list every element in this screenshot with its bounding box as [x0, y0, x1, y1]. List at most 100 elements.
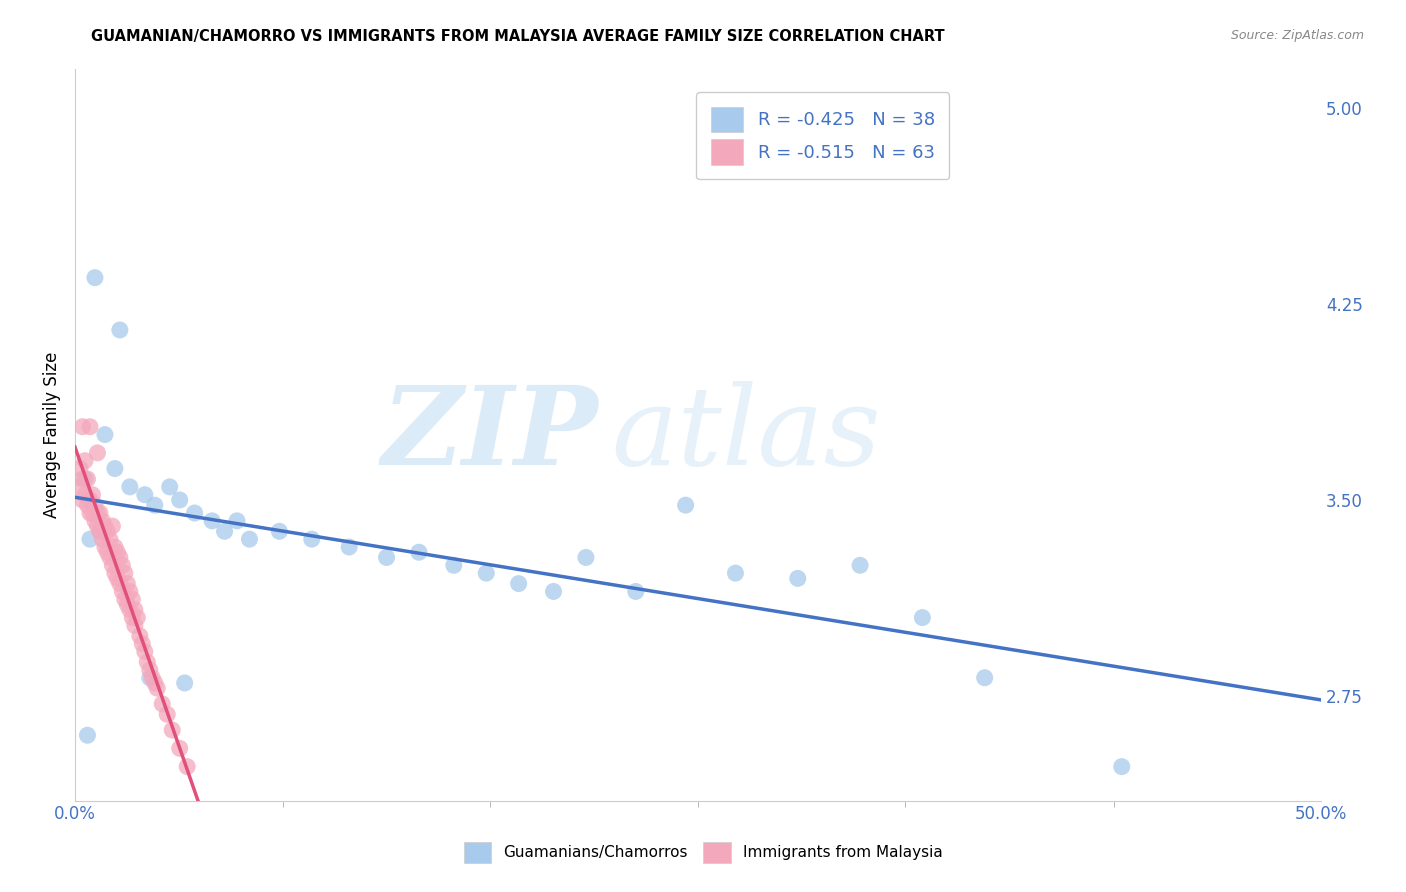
Point [169, 741, 191, 756]
Point [160, 723, 183, 737]
Point [114, 592, 136, 607]
Point [226, 514, 249, 528]
Point [84, 498, 107, 512]
Point [73, 488, 96, 502]
Point [624, 584, 647, 599]
Point [118, 584, 141, 599]
Point [134, 644, 156, 658]
Point [73, 453, 96, 467]
Point [104, 566, 127, 581]
Point [76, 498, 98, 512]
Point [176, 759, 198, 773]
Point [69, 480, 91, 494]
Point [89, 524, 111, 539]
Point [98, 532, 121, 546]
Point [156, 707, 179, 722]
Point [543, 584, 565, 599]
Point [72, 472, 94, 486]
Point [96, 545, 118, 559]
Point [575, 550, 598, 565]
Point [139, 671, 162, 685]
Point [134, 488, 156, 502]
Point [127, 610, 149, 624]
Point [911, 610, 934, 624]
Point [121, 610, 143, 624]
Text: Source: ZipAtlas.com: Source: ZipAtlas.com [1230, 29, 1364, 42]
Point [82, 488, 104, 502]
Point [214, 524, 236, 539]
Point [117, 576, 139, 591]
Point [86, 519, 108, 533]
Point [724, 566, 747, 581]
Point [159, 480, 181, 494]
Point [849, 558, 872, 573]
Point [375, 550, 398, 565]
Point [89, 506, 111, 520]
Point [94, 519, 117, 533]
Point [94, 427, 117, 442]
Point [82, 506, 104, 520]
Point [143, 676, 166, 690]
Point [73, 472, 96, 486]
Point [76, 472, 98, 486]
Point [169, 492, 191, 507]
Point [96, 524, 118, 539]
Point [141, 671, 163, 685]
Point [79, 506, 101, 520]
Point [117, 598, 139, 612]
Point [238, 532, 260, 546]
Point [69, 461, 91, 475]
Point [786, 571, 808, 585]
Text: atlas: atlas [610, 381, 880, 488]
Point [475, 566, 498, 581]
Point [136, 655, 159, 669]
Y-axis label: Average Family Size: Average Family Size [44, 351, 60, 517]
Point [105, 545, 128, 559]
Point [84, 270, 107, 285]
Point [108, 550, 131, 565]
Point [269, 524, 291, 539]
Point [173, 676, 195, 690]
Point [121, 592, 143, 607]
Point [86, 506, 108, 520]
Point [72, 492, 94, 507]
Point [111, 558, 134, 573]
Point [183, 506, 205, 520]
Point [128, 629, 150, 643]
Point [1111, 759, 1133, 773]
Point [124, 618, 146, 632]
Legend: R = -0.425   N = 38, R = -0.515   N = 63: R = -0.425 N = 38, R = -0.515 N = 63 [696, 92, 949, 179]
Point [104, 540, 127, 554]
Point [124, 603, 146, 617]
Point [201, 514, 224, 528]
Point [79, 419, 101, 434]
Point [84, 514, 107, 528]
Point [150, 697, 173, 711]
Point [72, 419, 94, 434]
Point [143, 498, 166, 512]
Point [91, 532, 114, 546]
Point [86, 446, 108, 460]
Point [146, 681, 169, 696]
Point [118, 480, 141, 494]
Point [301, 532, 323, 546]
Point [91, 514, 114, 528]
Point [104, 461, 127, 475]
Point [108, 323, 131, 337]
Point [118, 603, 141, 617]
Point [101, 519, 124, 533]
Point [111, 584, 134, 599]
Text: GUAMANIAN/CHAMORRO VS IMMIGRANTS FROM MALAYSIA AVERAGE FAMILY SIZE CORRELATION C: GUAMANIAN/CHAMORRO VS IMMIGRANTS FROM MA… [91, 29, 945, 44]
Point [337, 540, 360, 554]
Point [114, 566, 136, 581]
Point [675, 498, 697, 512]
Point [79, 492, 101, 507]
Legend: Guamanians/Chamorros, Immigrants from Malaysia: Guamanians/Chamorros, Immigrants from Ma… [456, 834, 950, 871]
Text: ZIP: ZIP [382, 381, 599, 488]
Point [79, 532, 101, 546]
Point [105, 571, 128, 585]
Point [76, 728, 98, 742]
Point [108, 576, 131, 591]
Point [508, 576, 530, 591]
Point [89, 524, 111, 539]
